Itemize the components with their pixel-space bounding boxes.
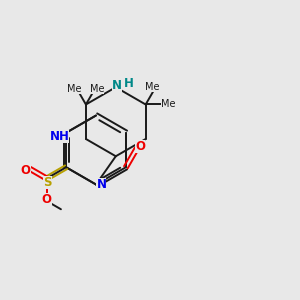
Text: N: N <box>112 79 122 92</box>
Text: NH: NH <box>50 130 70 143</box>
Text: Me: Me <box>68 84 82 94</box>
Text: O: O <box>135 140 145 153</box>
Text: Me: Me <box>90 84 104 94</box>
Text: H: H <box>124 77 134 90</box>
Text: O: O <box>42 193 52 206</box>
Text: S: S <box>43 176 52 189</box>
Text: Me: Me <box>161 100 176 110</box>
Text: O: O <box>21 164 31 177</box>
Text: Me: Me <box>145 82 160 92</box>
Text: N: N <box>96 178 106 191</box>
